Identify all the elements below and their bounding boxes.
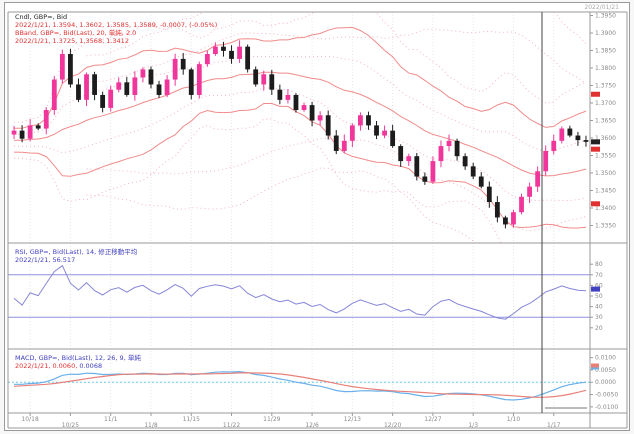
svg-text:1.3900: 1.3900 xyxy=(595,30,616,37)
bband-upper-fan xyxy=(86,12,587,57)
candles xyxy=(11,40,589,229)
svg-text:1.3500: 1.3500 xyxy=(595,170,616,177)
svg-text:1.3800: 1.3800 xyxy=(595,65,616,72)
macd-panel xyxy=(8,370,590,401)
chart-window: 1.3950 1.3900 1.3850 1.3800 1.3750 1.3700 1.36… xyxy=(4,2,630,431)
macd-signal-line xyxy=(13,372,587,398)
bband-lower-3sigma xyxy=(14,118,502,243)
mini-scrollbar[interactable] xyxy=(545,407,587,409)
svg-text:10/18: 10/18 xyxy=(21,416,38,423)
price-chart-canvas[interactable]: 1.3950 1.3900 1.3850 1.3800 1.3750 1.3700 1.36… xyxy=(5,3,629,430)
svg-text:1.3650: 1.3650 xyxy=(595,118,616,125)
bband-upper-wide xyxy=(86,28,587,84)
bband-lower-1sigma xyxy=(14,87,587,202)
svg-text:1.3350: 1.3350 xyxy=(595,223,616,230)
svg-text:11/29: 11/29 xyxy=(263,416,280,423)
svg-text:80: 80 xyxy=(595,261,603,268)
bband-upper xyxy=(13,26,587,129)
svg-text:-0.0100: -0.0100 xyxy=(595,404,618,411)
panel-borders xyxy=(7,11,628,429)
svg-text:60: 60 xyxy=(595,282,603,289)
svg-text:1.3400: 1.3400 xyxy=(595,205,616,212)
svg-text:1.3700: 1.3700 xyxy=(595,100,616,107)
macd-line xyxy=(14,370,587,401)
svg-text:40: 40 xyxy=(595,304,603,311)
svg-text:30: 30 xyxy=(595,314,603,321)
svg-text:12/27: 12/27 xyxy=(424,416,441,423)
svg-text:1.3850: 1.3850 xyxy=(595,48,616,55)
bollinger-bands xyxy=(13,12,587,243)
bband-lower-fan xyxy=(86,167,477,243)
svg-text:1.3600: 1.3600 xyxy=(595,135,616,142)
svg-text:70: 70 xyxy=(595,272,603,279)
svg-text:12/13: 12/13 xyxy=(344,416,361,423)
svg-text:11/8: 11/8 xyxy=(144,422,158,429)
svg-text:50: 50 xyxy=(595,293,603,300)
svg-text:0.0000: 0.0000 xyxy=(595,379,616,386)
svg-text:20: 20 xyxy=(595,325,603,332)
svg-text:1.3450: 1.3450 xyxy=(595,188,616,195)
svg-text:10/25: 10/25 xyxy=(62,422,79,429)
svg-text:12/20: 12/20 xyxy=(384,422,401,429)
svg-text:0.0050: 0.0050 xyxy=(595,367,616,374)
svg-text:11/1: 11/1 xyxy=(104,416,118,423)
svg-text:1/17: 1/17 xyxy=(547,422,561,429)
svg-text:1/3: 1/3 xyxy=(468,422,478,429)
svg-text:-0.0050: -0.0050 xyxy=(595,392,618,399)
svg-text:1.3750: 1.3750 xyxy=(595,83,616,90)
timestamp-note: 2022/01/21 xyxy=(584,4,619,11)
svg-text:1.3550: 1.3550 xyxy=(595,153,616,160)
price-axis[interactable]: 1.3950 1.3900 1.3850 1.3800 1.3750 1.3700 1.36… xyxy=(590,13,618,411)
svg-text:11/22: 11/22 xyxy=(223,422,240,429)
svg-text:0.0100: 0.0100 xyxy=(595,355,616,362)
rsi-panel xyxy=(8,264,590,320)
rsi-line xyxy=(13,264,587,320)
svg-text:11/15: 11/15 xyxy=(183,416,200,423)
bband-lower xyxy=(13,103,587,229)
svg-text:12/6: 12/6 xyxy=(305,422,319,429)
bband-middle xyxy=(14,71,587,177)
axis-value-markers xyxy=(591,91,600,370)
svg-text:1.3950: 1.3950 xyxy=(595,13,616,20)
time-axis[interactable]: 10/18 10/25 11/1 11/8 11/15 11/22 11/29 12/6 12/… xyxy=(21,413,561,429)
svg-text:1/10: 1/10 xyxy=(507,416,521,423)
gridlines xyxy=(29,12,555,413)
